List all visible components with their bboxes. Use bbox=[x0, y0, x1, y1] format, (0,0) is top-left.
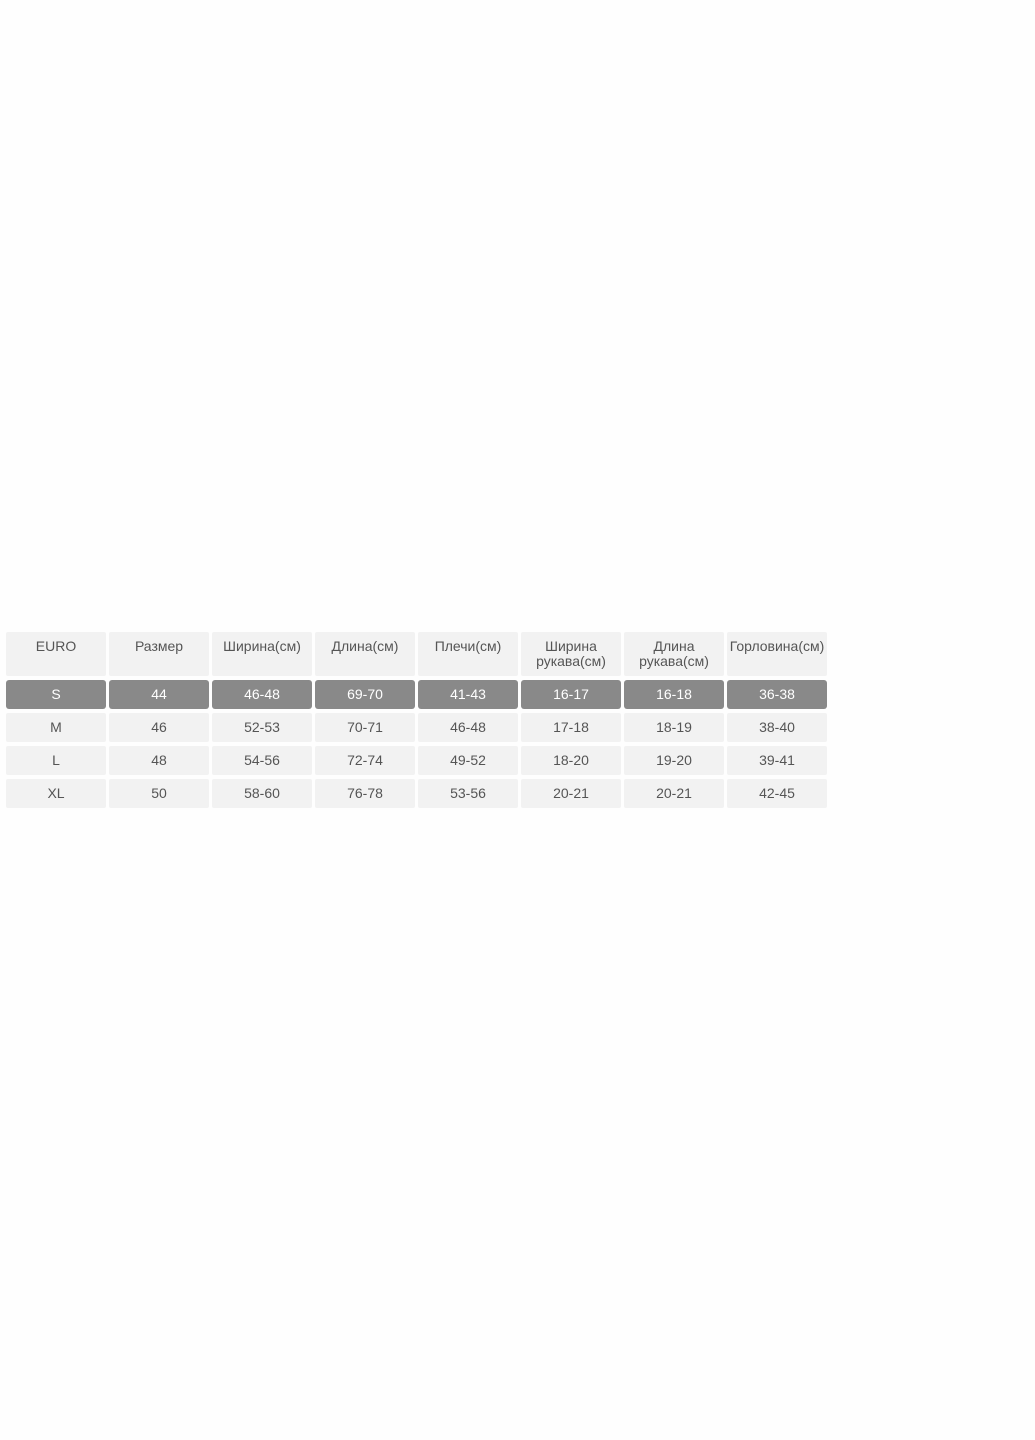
table-cell: 20-21 bbox=[624, 779, 724, 808]
table-cell: 48 bbox=[109, 746, 209, 775]
column-header: Длина(см) bbox=[315, 632, 415, 676]
table-cell: S bbox=[6, 680, 106, 709]
table-cell: 44 bbox=[109, 680, 209, 709]
table-cell: 76-78 bbox=[315, 779, 415, 808]
table-cell: 18-19 bbox=[624, 713, 724, 742]
table-cell: 46 bbox=[109, 713, 209, 742]
column-header: Ширина рукава(см) bbox=[521, 632, 621, 676]
column-header: Ширина(см) bbox=[212, 632, 312, 676]
size-chart-table: EURO Размер Ширина(см) Длина(см) Плечи(см) Ши… bbox=[6, 632, 827, 808]
table-cell: 46-48 bbox=[418, 713, 518, 742]
table-cell: 19-20 bbox=[624, 746, 724, 775]
table-cell: 72-74 bbox=[315, 746, 415, 775]
table-cell: 39-41 bbox=[727, 746, 827, 775]
table-cell: M bbox=[6, 713, 106, 742]
table-cell: 18-20 bbox=[521, 746, 621, 775]
table-cell: 41-43 bbox=[418, 680, 518, 709]
table-cell: 58-60 bbox=[212, 779, 312, 808]
table-cell: 46-48 bbox=[212, 680, 312, 709]
table-cell: XL bbox=[6, 779, 106, 808]
table-cell: 16-17 bbox=[521, 680, 621, 709]
table-cell: 52-53 bbox=[212, 713, 312, 742]
table-cell: 36-38 bbox=[727, 680, 827, 709]
table-cell: L bbox=[6, 746, 106, 775]
table-cell: 38-40 bbox=[727, 713, 827, 742]
table-cell: 20-21 bbox=[521, 779, 621, 808]
table-cell: 70-71 bbox=[315, 713, 415, 742]
column-header: Горловина(см) bbox=[727, 632, 827, 676]
column-header: Плечи(см) bbox=[418, 632, 518, 676]
table-cell: 54-56 bbox=[212, 746, 312, 775]
column-header: Размер bbox=[109, 632, 209, 676]
table-cell: 69-70 bbox=[315, 680, 415, 709]
table-cell: 17-18 bbox=[521, 713, 621, 742]
column-header: Длина рукава(см) bbox=[624, 632, 724, 676]
table-cell: 50 bbox=[109, 779, 209, 808]
table-cell: 53-56 bbox=[418, 779, 518, 808]
column-header: EURO bbox=[6, 632, 106, 676]
table-cell: 49-52 bbox=[418, 746, 518, 775]
table-cell: 16-18 bbox=[624, 680, 724, 709]
table-cell: 42-45 bbox=[727, 779, 827, 808]
